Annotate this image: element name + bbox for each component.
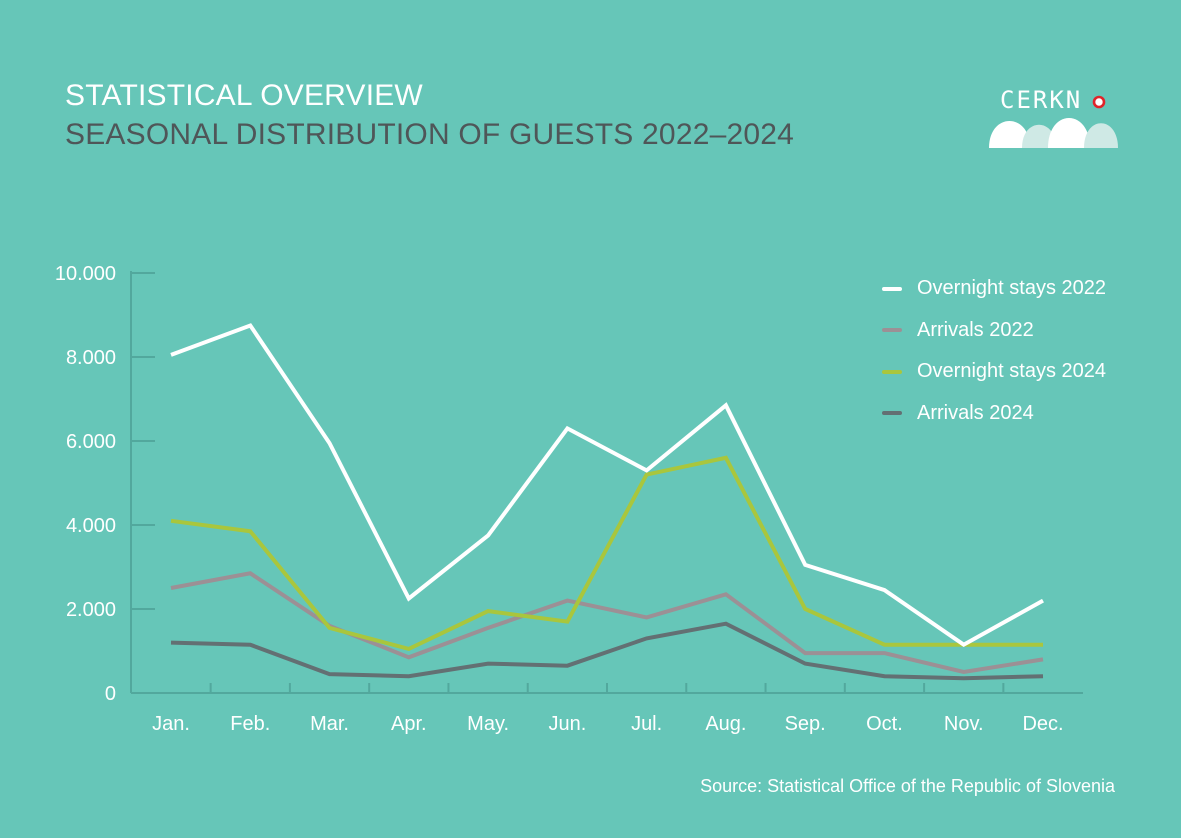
x-tick-label: Sep. (785, 713, 826, 735)
y-tick-label: 4.000 (66, 515, 116, 537)
legend-label: Arrivals 2024 (917, 401, 1034, 424)
y-tick-label: 0 (105, 683, 116, 705)
chart-subtitle: SEASONAL DISTRIBUTION OF GUESTS 2022–202… (65, 118, 795, 151)
source-note: Source: Statistical Office of the Republ… (700, 776, 1115, 796)
logo-hills-graphic (989, 95, 1118, 148)
x-tick-label: Mar. (310, 713, 349, 735)
legend-swatch (882, 286, 902, 291)
x-tick-label: Feb. (230, 713, 270, 735)
series-line-arrivals-2022 (170, 571, 1044, 675)
x-tick-label: Jan. (152, 713, 190, 735)
y-tick-label: 10.000 (55, 263, 116, 285)
legend-swatch (882, 328, 902, 333)
y-tick-label: 8.000 (66, 347, 116, 369)
series-line-overnight-stays-2022 (170, 323, 1044, 648)
legend-item: Overnight stays 2022 (882, 268, 1106, 310)
x-tick-label: Jun. (548, 713, 586, 735)
chart-title: STATISTICAL OVERVIEW (65, 79, 423, 112)
legend-item: Arrivals 2022 (882, 310, 1106, 352)
series-line-overnight-stays-2024 (170, 455, 1043, 652)
legend-label: Arrivals 2022 (917, 318, 1034, 341)
x-tick-label: Dec. (1022, 713, 1063, 735)
x-tick-label: Aug. (705, 713, 746, 735)
x-tick-label: May. (467, 713, 509, 735)
x-tick-label: Apr. (391, 713, 427, 735)
legend-label: Overnight stays 2024 (917, 360, 1106, 383)
cerkno-logo: CERKN (986, 84, 1120, 150)
legend-swatch (882, 411, 902, 416)
legend-swatch (882, 369, 902, 374)
x-tick-label: Jul. (631, 713, 662, 735)
legend-item: Arrivals 2024 (882, 393, 1106, 435)
logo-text: CERKN (1000, 86, 1083, 114)
legend-label: Overnight stays 2022 (917, 277, 1106, 300)
x-tick-label: Nov. (944, 713, 984, 735)
legend-item: Overnight stays 2024 (882, 351, 1106, 393)
y-tick-label: 6.000 (66, 431, 116, 453)
y-tick-label: 2.000 (66, 599, 116, 621)
x-tick-label: Oct. (866, 713, 903, 735)
title-block: STATISTICAL OVERVIEW SEASONAL DISTRIBUTI… (65, 78, 794, 153)
chart-legend: Overnight stays 2022 Arrivals 2022 Overnig… (882, 268, 1106, 434)
series-line-arrivals-2024 (170, 621, 1044, 681)
